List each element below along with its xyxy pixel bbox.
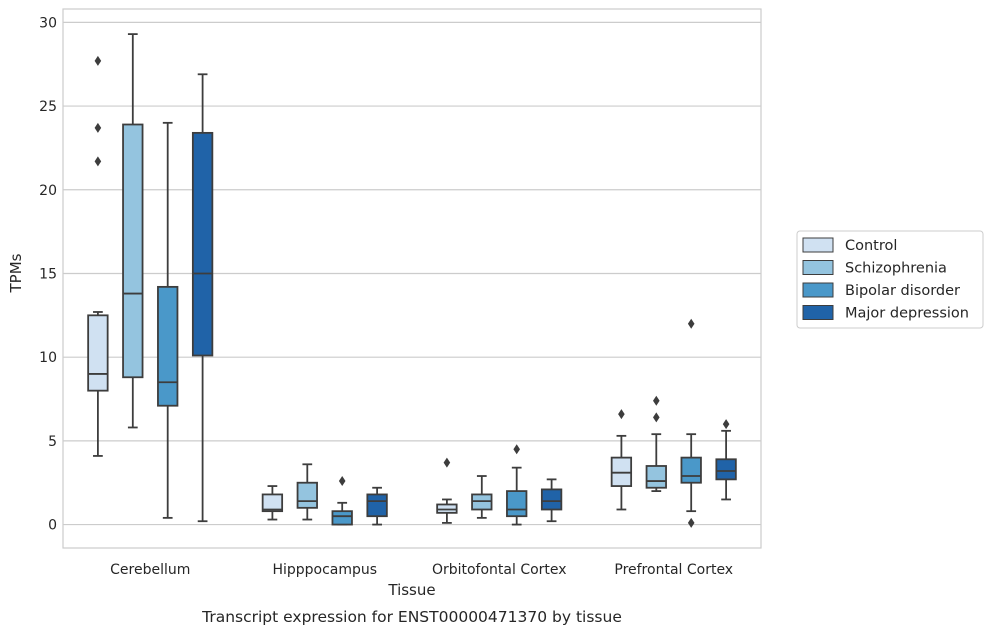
box-control (436, 457, 458, 524)
box-schizophrenia (645, 395, 667, 492)
outlier-point (94, 122, 102, 133)
box-bipolar-disorder (506, 444, 528, 526)
box-iqr (296, 481, 318, 509)
legend-items: Control Schizophrenia Bipolar disorder Majo… (802, 237, 969, 322)
box-schizophrenia (296, 463, 318, 521)
x-tick-label: Hipppocampus (272, 562, 377, 578)
box-major-depression (191, 73, 214, 523)
box-bipolar-disorder (331, 476, 353, 526)
box-iqr (122, 123, 144, 379)
box-iqr (87, 314, 109, 392)
legend-swatch (802, 305, 834, 320)
box-bipolar-disorder (157, 121, 179, 519)
y-tick-label: 20 (39, 183, 57, 199)
legend-label: Schizophrenia (845, 261, 947, 277)
y-tick-label: 30 (39, 15, 57, 31)
box-major-depression (715, 419, 737, 501)
legend-frame (796, 230, 984, 329)
legend-label: Bipolar disorder (845, 283, 960, 299)
legend-swatch (802, 282, 834, 298)
box-iqr (715, 458, 737, 481)
box-iqr (645, 465, 667, 489)
legend: Control Schizophrenia Bipolar disorder Majo… (796, 230, 984, 329)
y-tick-labels: 0 5 10 15 20 25 30 (39, 15, 57, 533)
x-tick-labels: Cerebellum Hipppocampus Orbitofontal Corte… (110, 562, 733, 578)
box-iqr (366, 493, 388, 518)
outlier-point (687, 517, 695, 528)
outlier-point (653, 412, 660, 423)
outlier-point (338, 476, 346, 487)
y-tick-label: 25 (39, 99, 57, 115)
outlier-point (443, 457, 451, 468)
box-iqr (157, 285, 179, 407)
box-iqr (540, 488, 563, 511)
x-tick-label: Orbitofontal Cortex (432, 562, 567, 578)
outlier-point (722, 419, 730, 430)
box-major-depression (366, 486, 388, 526)
box-iqr (506, 490, 528, 518)
plot-frame (62, 8, 762, 549)
y-tick-label: 15 (39, 266, 57, 282)
x-tick-label: Cerebellum (110, 562, 190, 578)
outlier-point (618, 409, 625, 420)
legend-label: Major depression (845, 306, 969, 322)
box-schizophrenia (471, 475, 493, 519)
y-axis-title: TPMs (7, 253, 25, 293)
outlier-point (653, 395, 660, 406)
chart-caption: Transcript expression for ENST0000047137… (201, 608, 622, 626)
outlier-point (94, 55, 102, 66)
y-tick-label: 5 (48, 434, 57, 450)
box-iqr (191, 131, 214, 357)
legend-swatch (802, 237, 834, 253)
box-control (610, 409, 633, 511)
box-iqr (331, 510, 353, 526)
outlier-point (94, 156, 102, 167)
legend-swatch (802, 260, 834, 275)
box-control (87, 55, 109, 457)
x-tick-label: Prefrontal Cortex (614, 562, 733, 578)
y-tick-label: 10 (39, 350, 57, 366)
box-plots (87, 33, 737, 528)
box-major-depression (540, 478, 563, 523)
box-control (261, 485, 284, 521)
box-iqr (680, 456, 702, 484)
box-schizophrenia (122, 33, 144, 429)
legend-label: Control (845, 238, 897, 254)
grid-lines (63, 21, 761, 526)
x-axis-title: Tissue (387, 581, 435, 599)
box-iqr (261, 493, 284, 513)
outlier-point (687, 318, 695, 329)
y-tick-label: 0 (48, 518, 57, 534)
box-bipolar-disorder (680, 318, 702, 528)
outlier-point (513, 444, 520, 455)
